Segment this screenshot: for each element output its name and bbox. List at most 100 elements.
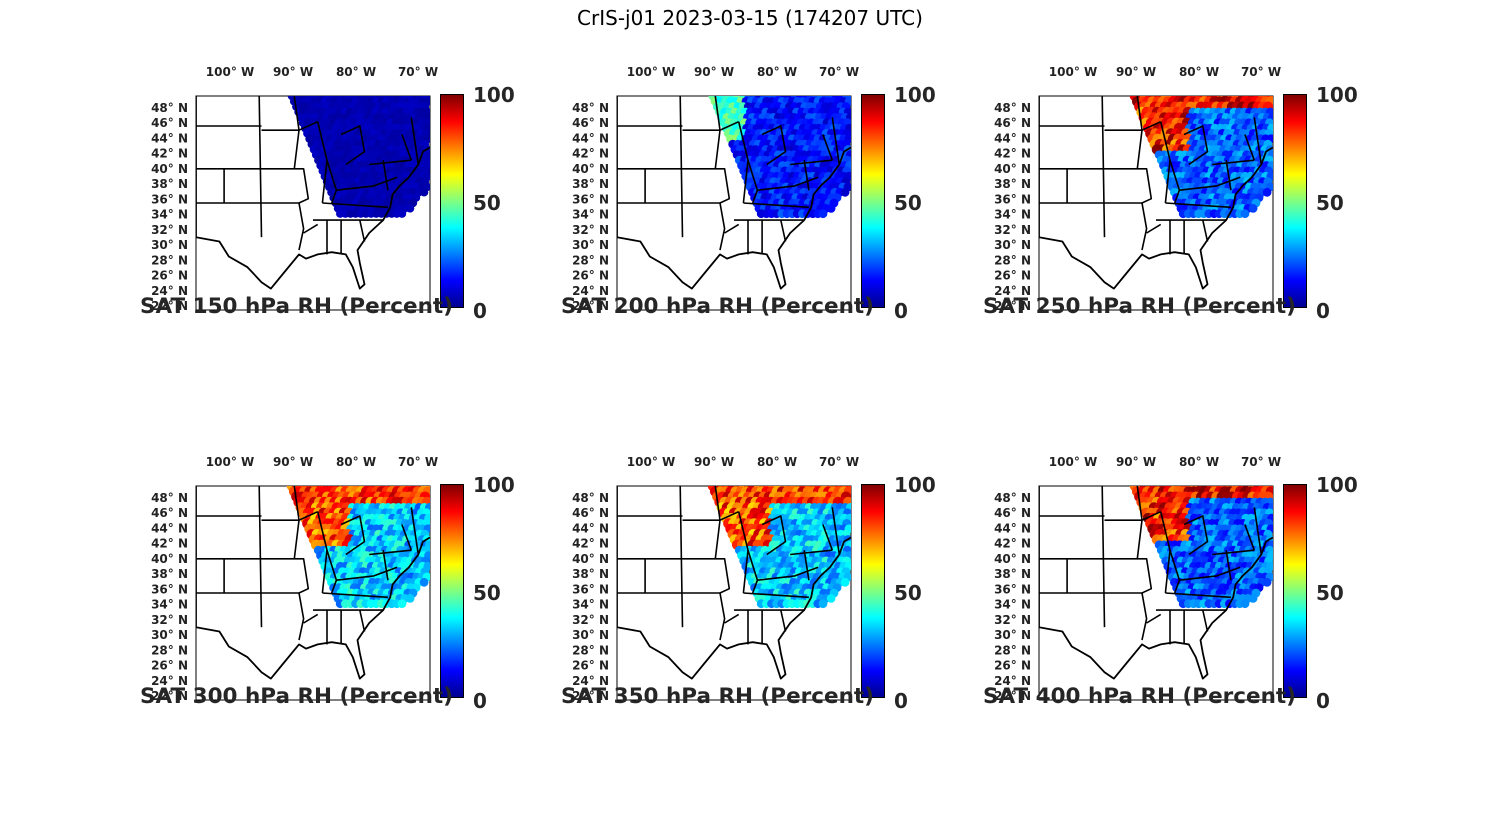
lat-tick-label: 36° N — [994, 192, 1031, 206]
lat-tick-label: 36° N — [572, 582, 609, 596]
panel-title: SAT 300 hPa RH (Percent) — [140, 684, 453, 709]
lat-tick-label: 44° N — [572, 522, 609, 536]
lat-tick-label: 22° N — [572, 299, 609, 313]
lat-tick-label: 34° N — [572, 208, 609, 222]
lat-tick-label: 34° N — [151, 208, 188, 222]
map-panel-400hpa: 100° W 90° W 80° W 70° W 48° N 46° N 44° N 42° … — [983, 432, 1363, 732]
satellite-swath — [287, 96, 430, 218]
rh-observation — [826, 204, 836, 213]
coastline — [617, 486, 851, 680]
lon-tick-label: 90° W — [694, 65, 734, 79]
panel-title: SAT 200 hPa RH (Percent) — [561, 294, 874, 319]
lat-tick-label: 46° N — [572, 116, 609, 130]
rh-observation — [840, 577, 850, 587]
colorbar — [1283, 94, 1307, 308]
lat-tick-label: 24° N — [572, 674, 609, 688]
panel-title: SAT 400 hPa RH (Percent) — [983, 684, 1296, 709]
lat-tick-label: 32° N — [151, 223, 188, 237]
rh-observation — [419, 577, 429, 587]
lon-tick-label: 100° W — [627, 455, 675, 469]
lat-tick-label: 46° N — [572, 506, 609, 520]
rh-observation — [1248, 594, 1258, 603]
lat-tick-label: 34° N — [994, 598, 1031, 612]
rh-observation — [405, 594, 415, 603]
lat-tick-label: 24° N — [572, 284, 609, 298]
figure-title: CrIS-j01 2023-03-15 (174207 UTC) — [577, 6, 923, 30]
lat-tick-label: 42° N — [994, 537, 1031, 551]
lon-tick-label: 100° W — [206, 65, 254, 79]
lat-tick-label: 40° N — [994, 552, 1031, 566]
lat-tick-label: 40° N — [572, 552, 609, 566]
lat-tick-label: 34° N — [151, 598, 188, 612]
colorbar — [1283, 484, 1307, 698]
lat-tick-label: 42° N — [572, 537, 609, 551]
lon-tick-label: 80° W — [1179, 455, 1219, 469]
lat-tick-label: 28° N — [994, 643, 1031, 657]
rh-observation — [840, 187, 850, 197]
lat-tick-label: 24° N — [994, 284, 1031, 298]
colorbar-tick-label: 0 — [1316, 299, 1330, 323]
lat-tick-label: 24° N — [151, 284, 188, 298]
colorbar-tick-label: 50 — [894, 191, 922, 215]
lon-tick-label: 70° W — [819, 65, 859, 79]
lon-tick-label: 80° W — [757, 65, 797, 79]
state-boundaries — [1039, 96, 1273, 290]
colorbar-tick-label: 50 — [473, 191, 501, 215]
rh-observation — [419, 188, 429, 197]
colorbar-tick-label: 0 — [894, 689, 908, 713]
lat-tick-label: 28° N — [151, 643, 188, 657]
lat-tick-label: 48° N — [572, 491, 609, 505]
lon-tick-label: 80° W — [336, 65, 376, 79]
lat-tick-label: 38° N — [994, 567, 1031, 581]
lat-tick-label: 44° N — [151, 132, 188, 146]
lat-tick-label: 32° N — [994, 223, 1031, 237]
lat-tick-label: 36° N — [151, 192, 188, 206]
colorbar-tick-label: 0 — [473, 689, 487, 713]
lat-tick-label: 42° N — [994, 147, 1031, 161]
state-boundaries — [1039, 486, 1273, 680]
lat-tick-label: 38° N — [572, 567, 609, 581]
lat-tick-label: 32° N — [572, 613, 609, 627]
rh-observation — [818, 599, 828, 609]
lat-tick-label: 24° N — [151, 674, 188, 688]
colorbar — [861, 484, 885, 698]
rh-observation — [1240, 599, 1250, 609]
lat-tick-label: 30° N — [994, 238, 1031, 252]
lat-tick-label: 36° N — [572, 192, 609, 206]
lat-tick-label: 40° N — [151, 162, 188, 176]
lon-tick-label: 100° W — [206, 455, 254, 469]
colorbar-tick-label: 100 — [894, 83, 936, 107]
lat-tick-label: 44° N — [994, 132, 1031, 146]
lat-tick-label: 38° N — [572, 177, 609, 191]
map-panel-300hpa: 100° W 90° W 80° W 70° W 48° N 46° N 44° N 42° … — [140, 432, 520, 732]
lat-tick-label: 22° N — [994, 299, 1031, 313]
lat-tick-label: 46° N — [994, 116, 1031, 130]
lat-tick-label: 28° N — [572, 253, 609, 267]
rh-observation — [818, 209, 828, 219]
map-plot: 100° W 90° W 80° W 70° W 48° N46° N 44° N42° … — [572, 455, 859, 703]
lat-tick-label: 40° N — [151, 552, 188, 566]
rh-observation — [1240, 209, 1250, 219]
lat-tick-label: 34° N — [994, 208, 1031, 222]
lat-tick-label: 26° N — [994, 659, 1031, 673]
rh-observation — [1262, 577, 1272, 587]
colorbar — [861, 94, 885, 308]
rh-observation — [1262, 187, 1272, 197]
state-boundaries — [617, 486, 851, 680]
lat-tick-label: 26° N — [994, 269, 1031, 283]
lon-tick-label: 70° W — [1241, 455, 1281, 469]
lon-tick-label: 70° W — [398, 455, 438, 469]
lon-tick-label: 100° W — [1049, 65, 1097, 79]
coastline — [196, 486, 430, 680]
lon-tick-label: 70° W — [1241, 65, 1281, 79]
lat-tick-label: 30° N — [572, 628, 609, 642]
lat-tick-label: 22° N — [572, 689, 609, 703]
lat-tick-label: 38° N — [151, 177, 188, 191]
map-panel-150hpa: 100° W 90° W 80° W 70° W 48° N 46° N 44° N 42° … — [140, 42, 520, 342]
coastline — [1039, 96, 1273, 290]
lat-tick-label: 40° N — [994, 162, 1031, 176]
map-plot: 100° W 90° W 80° W 70° W 48° N46° N 44° N42° … — [994, 65, 1281, 313]
lat-tick-label: 40° N — [572, 162, 609, 176]
colorbar-tick-label: 100 — [894, 473, 936, 497]
lat-tick-label: 26° N — [151, 659, 188, 673]
